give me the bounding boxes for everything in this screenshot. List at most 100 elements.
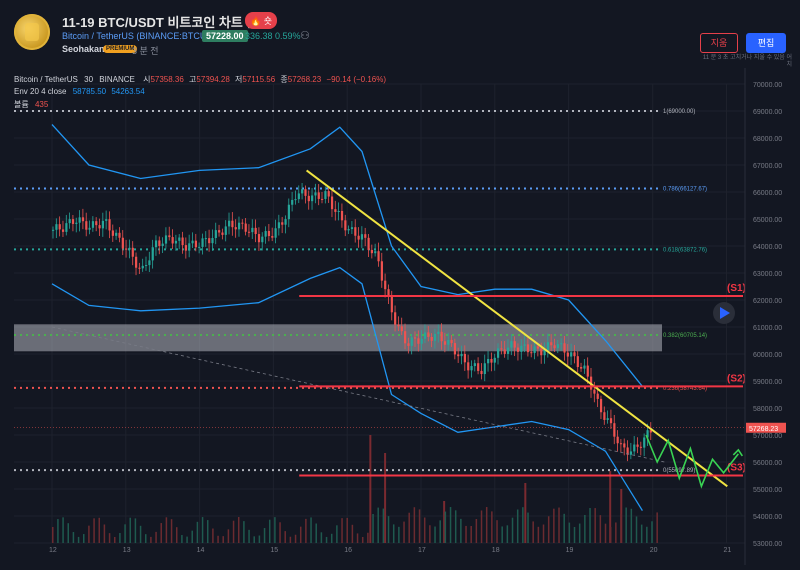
volume-bar [403,521,405,543]
volume-bar [460,518,462,543]
y-tick-label: 63000.00 [753,271,782,278]
volume-bar [408,512,410,543]
y-tick-label: 53000.00 [753,541,782,548]
volume-bar [501,526,503,543]
volume-bar [103,524,106,543]
volume-bar [439,520,441,543]
candle [580,367,583,369]
candle [384,280,387,290]
candle [164,235,168,244]
volume-bar [615,522,617,543]
y-tick-label: 61000.00 [753,325,782,332]
y-tick-label: 67000.00 [753,163,782,170]
candle [214,230,217,239]
candle [91,221,95,228]
chart-area[interactable]: 1(69000.00) 0.786(66127.67) 0.618(63872.76… [0,68,800,565]
volume-bar [620,513,622,543]
candle [370,249,374,254]
x-tick-label: 19 [566,547,574,554]
candle [65,223,68,232]
candle [61,229,65,232]
play-button[interactable] [713,302,735,324]
volume-value: 435 [34,100,49,109]
share-icon[interactable]: ⚇ [300,30,310,42]
candle [161,243,164,246]
candle [324,191,327,199]
y-tick-label: 54000.00 [753,514,782,521]
volume-bar [372,513,374,543]
x-tick-label: 14 [197,547,205,554]
author-name[interactable]: Seohakant [62,44,108,54]
candle [543,350,546,356]
delete-button[interactable]: 지움 [700,33,738,53]
volume-bar [547,516,550,543]
volume-bar [361,536,364,543]
candle [337,210,340,212]
volume-bar [537,526,540,543]
volume-bar [82,534,85,543]
low-label: 저 [235,75,243,84]
volume-bar [150,536,152,543]
envelope-lower-line[interactable] [51,266,643,511]
volume-bar [57,519,59,543]
candle [497,348,500,358]
candle [536,346,540,349]
candle [450,339,453,344]
candle [480,370,483,375]
edit-button[interactable]: 편집 [746,33,786,53]
volume-bar [222,536,224,543]
candle [490,358,493,363]
envelope-readout[interactable]: Env 20 4 close 58785.50 54263.54 [14,87,145,96]
candle [576,356,579,368]
last-price-label: 57268.23 [749,426,778,433]
price-chip: 57228.00 [202,30,248,42]
candle [394,312,397,325]
candle [523,344,526,346]
volume-bar [609,471,612,543]
volume-bar [496,520,498,543]
volume-bar [480,510,483,543]
candle [493,357,496,363]
volume-bar [563,513,565,543]
candle [374,251,377,254]
candle [404,331,407,344]
candle [52,229,55,231]
volume-bar [336,525,338,543]
symbol-link[interactable]: Bitcoin / TetherUS (BINANCE:BTCUSDT) [62,31,228,41]
envelope-upper-line[interactable] [51,124,643,387]
candle [297,193,300,200]
candle [135,256,138,268]
candle [427,332,430,337]
projection-arrow [732,448,744,457]
x-tick-label: 16 [344,547,352,554]
candle [447,339,450,345]
volume-readout[interactable]: 볼륨 435 [14,99,48,110]
candle [364,234,367,238]
candle [603,412,606,420]
candle [354,227,357,236]
descending-trendline[interactable] [305,169,728,488]
candle [244,223,247,232]
author-avatar[interactable] [14,14,50,50]
candle [218,230,221,233]
volume-bar [630,508,633,543]
volume-bar [434,526,436,543]
candle [460,353,463,357]
candle [267,230,271,237]
volume-bar [413,507,416,543]
volume-bar [129,517,131,543]
lower-diagonal-line[interactable] [51,326,665,463]
candle [553,345,556,349]
volume-bar [346,517,348,543]
candle [340,210,344,221]
change-value: −90.14 (−0.16%) [326,75,387,84]
volume-bar [369,435,372,543]
candle [231,220,234,228]
projection-path[interactable] [645,434,739,489]
x-tick-label: 17 [418,547,426,554]
candle [221,232,224,235]
candle [520,345,523,352]
price-chart[interactable]: 1(69000.00) 0.786(66127.67) 0.618(63872.76… [0,68,800,565]
candle [556,344,559,349]
candle [78,217,81,223]
